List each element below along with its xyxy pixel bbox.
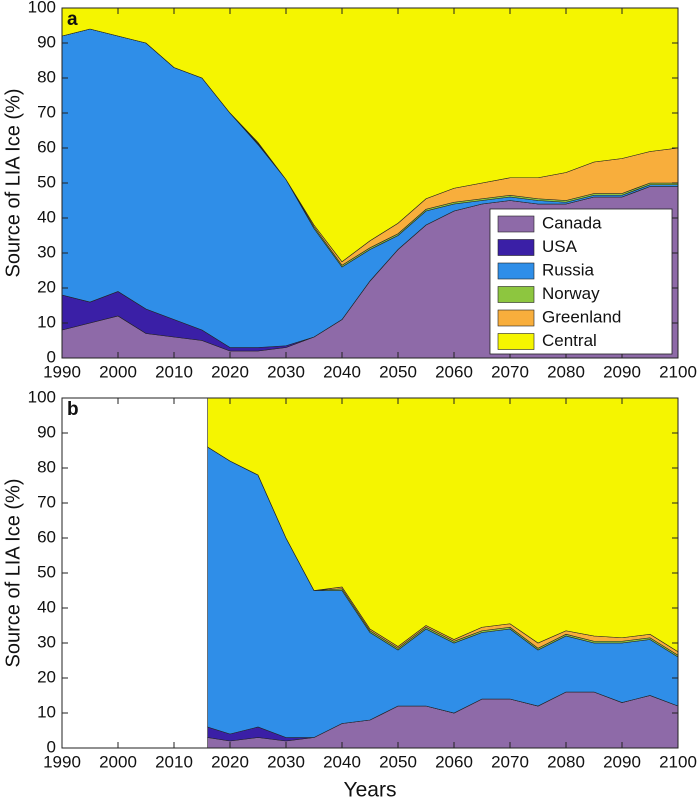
y-axis-label: Source of LIA Ice (%): [2, 89, 24, 278]
x-tick-label: 2050: [379, 752, 417, 771]
x-tick-label: 2100: [659, 752, 697, 771]
y-tick-label: 30: [37, 632, 56, 651]
y-tick-label: 40: [37, 597, 56, 616]
legend-label: Norway: [542, 284, 600, 303]
x-tick-label: 2060: [435, 752, 473, 771]
x-tick-label: 2020: [211, 362, 249, 381]
legend-swatch: [497, 215, 535, 233]
x-axis-label: Years: [344, 779, 397, 802]
legend-swatch: [497, 286, 535, 303]
y-tick-label: 10: [37, 702, 56, 721]
y-tick-label: 40: [37, 207, 56, 226]
x-tick-label: 1990: [43, 362, 81, 381]
legend-swatch: [497, 239, 535, 256]
y-tick-label: 90: [37, 32, 56, 51]
y-tick-label: 20: [37, 667, 56, 686]
panel-label: b: [67, 399, 79, 420]
legend-swatch: [497, 262, 535, 280]
x-tick-label: 2100: [659, 362, 697, 381]
legend-label: USA: [542, 237, 578, 256]
y-tick-label: 70: [37, 102, 56, 121]
legend-swatch: [497, 309, 535, 327]
x-tick-label: 2070: [491, 752, 529, 771]
x-tick-label: 2050: [379, 362, 417, 381]
legend-swatch: [497, 333, 535, 350]
y-tick-label: 90: [37, 422, 56, 441]
x-tick-label: 2040: [323, 362, 361, 381]
y-tick-label: 70: [37, 492, 56, 511]
y-tick-label: 30: [37, 242, 56, 261]
panel-label: a: [67, 9, 78, 30]
x-tick-label: 2060: [435, 362, 473, 381]
y-tick-label: 0: [47, 347, 56, 366]
legend-box: [489, 208, 673, 355]
x-tick-label: 2070: [491, 362, 529, 381]
legend-label: Canada: [542, 213, 602, 232]
x-tick-label: 2010: [155, 752, 193, 771]
x-tick-label: 2080: [547, 362, 585, 381]
y-tick-label: 50: [37, 172, 56, 191]
x-tick-label: 2090: [603, 362, 641, 381]
y-tick-label: 60: [37, 527, 56, 546]
y-tick-label: 80: [37, 457, 56, 476]
x-tick-label: 2090: [603, 752, 641, 771]
legend-label: Central: [542, 331, 597, 350]
x-tick-label: 2030: [267, 752, 305, 771]
y-tick-label: 10: [37, 312, 56, 331]
x-tick-label: 2080: [547, 752, 585, 771]
y-tick-label: 20: [37, 277, 56, 296]
y-tick-label: 0: [47, 737, 56, 756]
x-tick-label: 1990: [43, 752, 81, 771]
y-tick-label: 60: [37, 137, 56, 156]
y-tick-label: 50: [37, 562, 56, 581]
x-tick-label: 2010: [155, 362, 193, 381]
x-tick-label: 2000: [99, 752, 137, 771]
x-tick-label: 2040: [323, 752, 361, 771]
y-tick-label: 100: [28, 0, 56, 16]
y-tick-label: 80: [37, 67, 56, 86]
legend-label: Greenland: [542, 307, 621, 326]
x-tick-label: 2030: [267, 362, 305, 381]
y-tick-label: 100: [28, 387, 56, 406]
x-tick-label: 2020: [211, 752, 249, 771]
y-axis-label: Source of LIA Ice (%): [2, 479, 24, 668]
legend-label: Russia: [542, 260, 595, 279]
x-tick-label: 2000: [99, 362, 137, 381]
